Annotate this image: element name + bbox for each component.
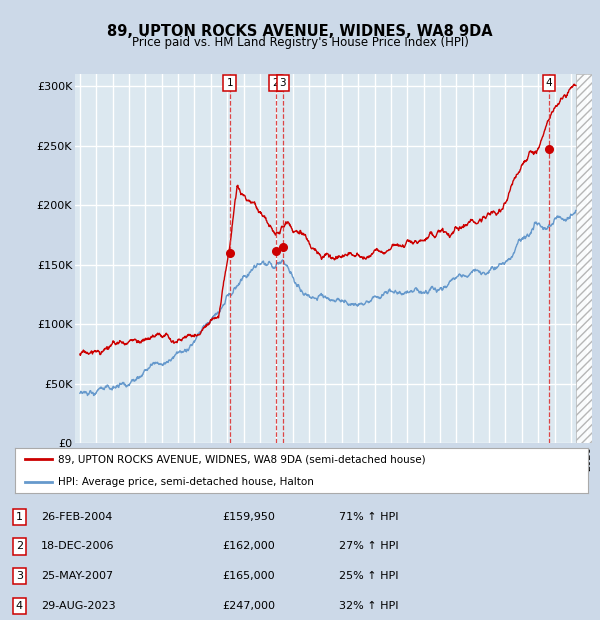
Text: 32% ↑ HPI: 32% ↑ HPI [339,601,398,611]
Text: 18-DEC-2006: 18-DEC-2006 [41,541,115,551]
Text: 1: 1 [16,512,23,521]
Text: 25-MAY-2007: 25-MAY-2007 [41,571,113,581]
Text: £165,000: £165,000 [222,571,275,581]
Text: 3: 3 [280,78,286,88]
Text: Price paid vs. HM Land Registry's House Price Index (HPI): Price paid vs. HM Land Registry's House … [131,36,469,49]
Text: 26-FEB-2004: 26-FEB-2004 [41,512,112,521]
Text: 89, UPTON ROCKS AVENUE, WIDNES, WA8 9DA (semi-detached house): 89, UPTON ROCKS AVENUE, WIDNES, WA8 9DA … [58,454,425,464]
Text: £162,000: £162,000 [222,541,275,551]
Text: 29-AUG-2023: 29-AUG-2023 [41,601,115,611]
Bar [576,74,600,443]
Text: £247,000: £247,000 [222,601,275,611]
Text: 4: 4 [16,601,23,611]
Text: 3: 3 [16,571,23,581]
Text: 71% ↑ HPI: 71% ↑ HPI [339,512,398,521]
Text: £159,950: £159,950 [222,512,275,521]
Text: HPI: Average price, semi-detached house, Halton: HPI: Average price, semi-detached house,… [58,477,314,487]
Text: 4: 4 [545,78,553,88]
Text: 2: 2 [272,78,279,88]
Text: 27% ↑ HPI: 27% ↑ HPI [339,541,398,551]
Text: 1: 1 [226,78,233,88]
Text: 2: 2 [16,541,23,551]
Text: 89, UPTON ROCKS AVENUE, WIDNES, WA8 9DA: 89, UPTON ROCKS AVENUE, WIDNES, WA8 9DA [107,24,493,38]
Text: 25% ↑ HPI: 25% ↑ HPI [339,571,398,581]
